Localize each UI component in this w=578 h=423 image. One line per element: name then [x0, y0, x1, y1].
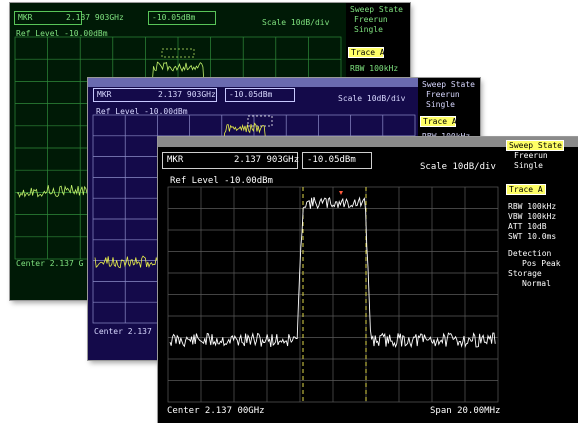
- ref-level-label: Ref Level -10.00dBm: [170, 176, 273, 186]
- trace-label: Trace A: [351, 48, 385, 57]
- detection-label: Detection: [508, 249, 552, 258]
- single-option[interactable]: Single: [514, 161, 543, 170]
- analyzer-screen-front: MKR 2.137 903GHz -10.05dBm Scale 10dB/di…: [158, 137, 578, 423]
- marker-level-box: [148, 11, 216, 25]
- marker-frequency: 2.137 903GHz: [158, 90, 216, 99]
- center-frequency: Center 2.137 00GHz: [167, 406, 265, 416]
- marker-label: MKR: [97, 90, 112, 99]
- sweep-state-label: Sweep State: [422, 80, 475, 89]
- marker-frequency: 2.137 903GHz: [234, 155, 300, 165]
- sweep-time-value: SWT 10.0ms: [508, 232, 557, 241]
- spectrum-plot: [167, 186, 499, 403]
- sweep-state-label: Sweep State: [509, 141, 562, 150]
- scale-label: Scale 10dB/div: [420, 162, 496, 172]
- marker-point-icon: [339, 191, 343, 195]
- spectrum-trace: [169, 196, 496, 349]
- trace-selector[interactable]: Trace A: [420, 116, 457, 127]
- marker-label-box: [14, 11, 82, 25]
- attenuation-value: ATT 10dB: [508, 222, 547, 231]
- trace-label: Trace A: [423, 117, 457, 126]
- storage-value[interactable]: Normal: [522, 279, 551, 288]
- marker-frequency: 2.137 903GHz: [66, 13, 124, 22]
- storage-label: Storage: [508, 269, 542, 278]
- center-frequency: Center 2.137 G: [16, 259, 84, 268]
- vbw-value: VBW 100kHz: [508, 212, 557, 221]
- single-option[interactable]: Single: [354, 25, 383, 34]
- sweep-state-label: Sweep State: [350, 5, 403, 14]
- marker-label: MKR: [167, 155, 184, 165]
- rbw-value: RBW 100kHz: [350, 64, 399, 73]
- marker-level-box: [302, 152, 372, 169]
- title-bar: [158, 137, 578, 147]
- marker-level: -10.05dBm: [152, 13, 196, 22]
- ref-level-label: Ref Level -10.00dBm: [96, 107, 188, 116]
- rbw-value: RBW 100kHz: [422, 133, 470, 141]
- trace-selector[interactable]: Trace A: [506, 184, 546, 195]
- sidebar-menu: Sweep State Freerun Single Trace A RBW 1…: [502, 137, 578, 423]
- marker-level-box: [225, 88, 295, 102]
- single-option[interactable]: Single: [426, 100, 455, 109]
- ref-level-label: Ref Level -10.00dBm: [16, 29, 108, 38]
- trace-selector[interactable]: Trace A: [348, 47, 385, 58]
- marker-level: -10.05dBm: [229, 90, 273, 99]
- scale-label: Scale 10dB/div: [338, 94, 406, 103]
- marker-frequency-box: [93, 88, 217, 102]
- freerun-option[interactable]: Freerun: [426, 90, 460, 99]
- title-bar: [88, 78, 480, 87]
- detection-value[interactable]: Pos Peak: [522, 259, 561, 268]
- marker-level: -10.05dBm: [307, 155, 356, 165]
- trace-label: Trace A: [509, 185, 543, 194]
- sweep-state-selector[interactable]: Sweep State: [506, 140, 564, 151]
- marker-frequency-box: [162, 152, 298, 169]
- center-frequency: Center 2.137: [94, 327, 152, 336]
- freerun-option[interactable]: Freerun: [354, 15, 388, 24]
- span-value: Span 20.00MHz: [430, 406, 501, 416]
- rbw-value: RBW 100kHz: [508, 202, 557, 211]
- marker-label: MKR: [18, 13, 33, 22]
- scale-label: Scale 10dB/div: [262, 18, 330, 27]
- freerun-option[interactable]: Freerun: [514, 151, 548, 160]
